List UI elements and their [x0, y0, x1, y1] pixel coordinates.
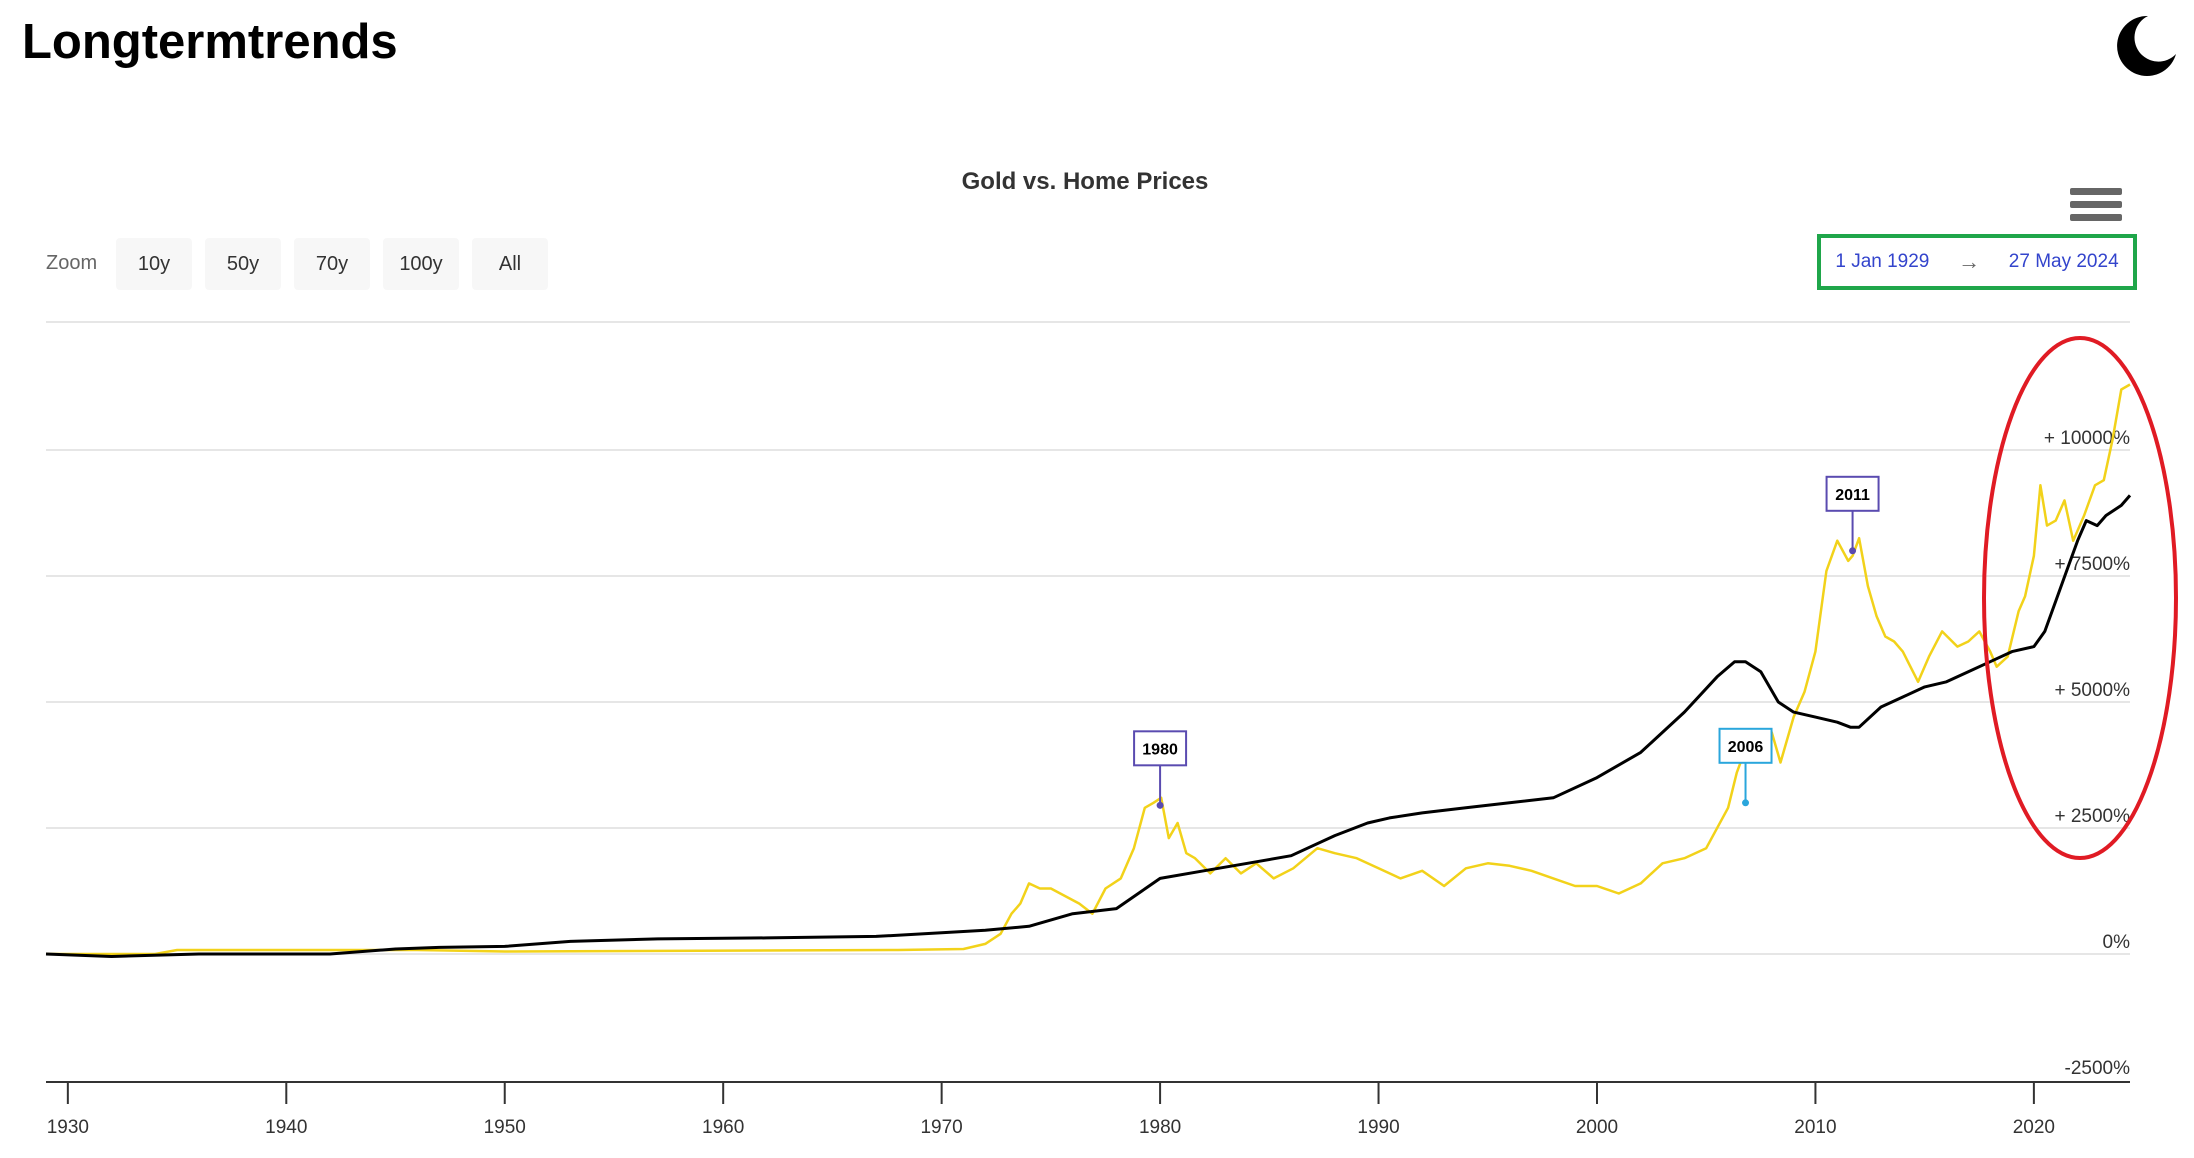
y-tick-label: + 7500% — [2054, 554, 2130, 575]
annotation-point — [1742, 799, 1750, 807]
x-tick-label: 1940 — [265, 1117, 307, 1138]
grid-lines — [46, 321, 2130, 955]
annotation-label-2011: 2011 — [1835, 487, 1870, 504]
y-tick-label: 0% — [2103, 932, 2131, 953]
annotation-box — [1825, 475, 1880, 512]
x-tick-label: 2000 — [1576, 1117, 1618, 1138]
gold-series-line — [46, 383, 2131, 956]
x-tick-label: 1990 — [1357, 1117, 1399, 1138]
range-to-input[interactable]: 27 May 2024 — [2008, 251, 2119, 272]
x-tick-label: 1980 — [1139, 1117, 1181, 1138]
zoom-100y-button[interactable]: 100y — [383, 238, 459, 290]
annotation-point — [1156, 801, 1164, 809]
hamburger-menu-icon[interactable] — [2070, 188, 2122, 228]
range-from-input[interactable]: 1 Jan 1929 — [1835, 251, 1930, 272]
annotation-point — [1849, 547, 1857, 555]
zoom-50y-button[interactable]: 50y — [205, 238, 281, 290]
x-tick-label: 1950 — [484, 1117, 526, 1138]
date-range-selector: 1 Jan 1929 → 27 May 2024 — [1817, 234, 2137, 290]
y-tick-label: + 5000% — [2054, 680, 2130, 701]
highlight-ellipse — [1982, 336, 2178, 860]
x-tick-label: 1960 — [702, 1117, 744, 1138]
moon-icon[interactable] — [2108, 10, 2180, 82]
y-tick-label: + 2500% — [2054, 806, 2130, 827]
zoom-10y-button[interactable]: 10y — [116, 238, 192, 290]
range-arrow-icon: → — [1958, 249, 1981, 274]
zoom-all-button[interactable]: All — [472, 238, 548, 290]
annotation-box — [1133, 730, 1188, 767]
chart-title: Gold vs. Home Prices — [961, 168, 1209, 195]
annotation-layer: 1980 2006 2011 — [1133, 475, 1880, 809]
x-tick-label: 2020 — [2013, 1117, 2055, 1138]
y-tick-label: + 10000% — [2044, 428, 2130, 449]
y-axis: -2500% 0% + 2500% + 5000% + 7500% + 10000% — [2044, 428, 2130, 1079]
x-tick-label: 1930 — [47, 1117, 89, 1138]
x-tick-label: 1970 — [920, 1117, 962, 1138]
y-tick-label: -2500% — [2065, 1058, 2131, 1079]
x-tick-label: 2010 — [1794, 1117, 1836, 1138]
site-title[interactable]: Longtermtrends — [22, 15, 398, 69]
zoom-label: Zoom — [46, 252, 98, 274]
annotation-box — [1718, 727, 1773, 764]
annotation-label-1980: 1980 — [1142, 741, 1178, 758]
series-layer — [45, 383, 2132, 958]
x-axis: 1930 1940 1950 1960 1970 1980 1990 2000 2010 2020 — [46, 1081, 2130, 1138]
zoom-70y-button[interactable]: 70y — [294, 238, 370, 290]
annotation-label-2006: 2006 — [1728, 739, 1764, 756]
home-series-line — [45, 494, 2132, 958]
